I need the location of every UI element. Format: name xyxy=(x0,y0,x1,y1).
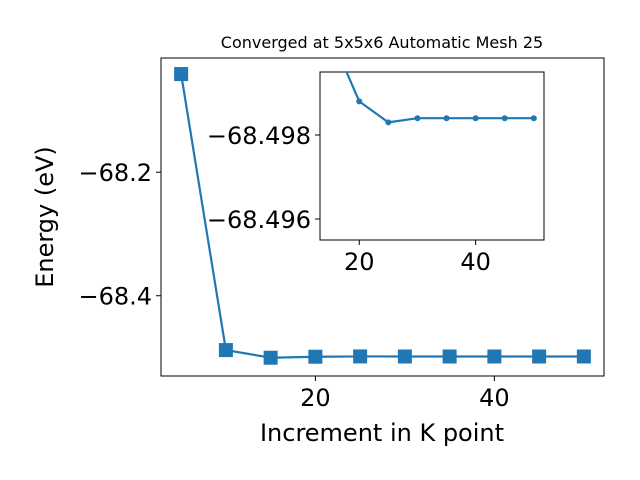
main-data-point xyxy=(308,349,323,364)
main-data-point xyxy=(174,67,189,82)
inset-y-ticks: −68.498 −68.496 xyxy=(207,122,320,234)
inset-x-tick-label: 20 xyxy=(344,248,375,276)
main-data-point xyxy=(353,349,368,364)
inset-axes: 20 40 −68.498−68.496 xyxy=(207,71,545,276)
main-data-point xyxy=(576,349,591,364)
inset-data-point xyxy=(472,115,479,122)
main-data-point xyxy=(397,349,412,364)
y-axis-label: Energy (eV) xyxy=(31,146,59,288)
main-x-tick-label: 40 xyxy=(479,384,510,412)
main-x-ticks: 20 40 xyxy=(300,376,510,412)
main-series-line xyxy=(180,73,584,359)
main-data-point xyxy=(263,350,278,365)
main-y-tick-label: −68.4 xyxy=(78,283,152,311)
main-data-point xyxy=(532,349,547,364)
main-y-ticks: −68.2 −68.4 xyxy=(78,159,161,311)
inset-data-point xyxy=(385,119,392,126)
main-plot-area xyxy=(180,73,584,359)
inset-plot-frame xyxy=(319,71,545,241)
main-data-point xyxy=(218,343,233,358)
main-y-tick-label: −68.2 xyxy=(78,159,152,187)
main-axes: 20 40 −68.2−68.4 xyxy=(78,57,605,412)
inset-data-point xyxy=(501,115,508,122)
inset-y-tick-label: −68.498 xyxy=(207,122,311,150)
inset-data-point xyxy=(443,115,450,122)
inset-plot-area xyxy=(345,72,537,126)
inset-data-point xyxy=(356,98,363,105)
inset-data-point xyxy=(530,115,537,122)
inset-series xyxy=(345,72,537,126)
main-x-tick-label: 20 xyxy=(300,384,331,412)
main-data-point xyxy=(487,349,502,364)
main-plot-frame xyxy=(160,57,605,377)
inset-data-point xyxy=(414,115,421,122)
inset-series-line xyxy=(345,72,534,124)
chart-title: Converged at 5x5x6 Automatic Mesh 25 xyxy=(221,33,543,52)
inset-y-tick-label: −68.496 xyxy=(207,206,311,234)
inset-x-tick-label: 40 xyxy=(460,248,491,276)
main-data-point xyxy=(442,349,457,364)
x-axis-label: Increment in K point xyxy=(260,419,504,447)
inset-x-ticks: 20 40 xyxy=(344,240,491,276)
main-series xyxy=(174,67,591,365)
